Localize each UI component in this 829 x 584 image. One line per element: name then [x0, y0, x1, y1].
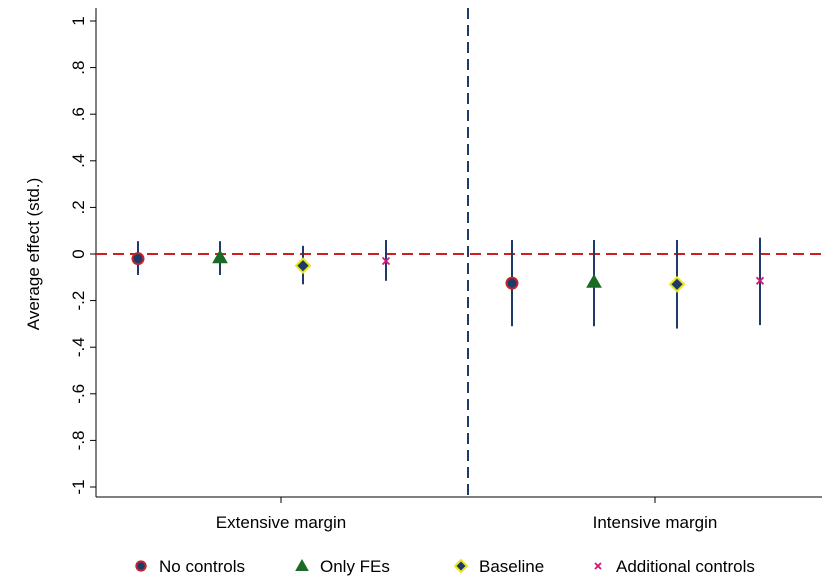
- y-tick-label: -.6: [69, 384, 88, 404]
- y-tick-label: -.2: [69, 291, 88, 311]
- y-tick-label: -.4: [69, 337, 88, 357]
- x-tick-label: Intensive margin: [593, 513, 718, 532]
- y-tick-label: 1: [69, 16, 88, 25]
- legend-label: Baseline: [479, 557, 544, 576]
- y-tick-label: -.8: [69, 430, 88, 450]
- point-estimate-marker: [586, 273, 602, 288]
- y-tick-label: .4: [69, 154, 88, 168]
- data-marks: [131, 237, 765, 329]
- legend-marker: [135, 560, 147, 572]
- point-estimate-marker: [294, 257, 312, 275]
- x-marker-stroke: [594, 562, 602, 570]
- y-tick-label: .6: [69, 107, 88, 121]
- y-tick-label: .2: [69, 200, 88, 214]
- y-tick-label: 0: [69, 249, 88, 258]
- y-axis-label: Average effect (std.): [24, 178, 43, 330]
- x-axis: Extensive margin Intensive margin: [96, 496, 822, 532]
- point-estimate-marker: [381, 256, 391, 266]
- point-estimate-marker: [505, 276, 519, 290]
- reference-lines: [96, 8, 822, 497]
- legend-label: No controls: [159, 557, 245, 576]
- legend-marker: [594, 562, 602, 570]
- legend-marker: [453, 558, 469, 574]
- legend-label: Only FEs: [320, 557, 390, 576]
- y-tick-label: .8: [69, 61, 88, 75]
- x-marker-stroke: [755, 276, 765, 285]
- legend-label: Additional controls: [616, 557, 755, 576]
- x-tick-label: Extensive margin: [216, 513, 346, 532]
- point-estimate-marker: [212, 249, 228, 264]
- y-axis: 1 .8 .6 .4 .2 0 -.2 -.4 -.6 -.8 -1: [69, 8, 97, 497]
- point-estimate-marker: [668, 275, 686, 293]
- point-estimate-marker: [131, 252, 145, 266]
- legend-marker: [295, 559, 309, 571]
- point-estimate-marker: [755, 276, 765, 285]
- legend: No controls Only FEs Baseline Additional co…: [135, 557, 755, 576]
- x-marker-stroke: [381, 256, 391, 266]
- y-tick-label: -1: [69, 479, 88, 494]
